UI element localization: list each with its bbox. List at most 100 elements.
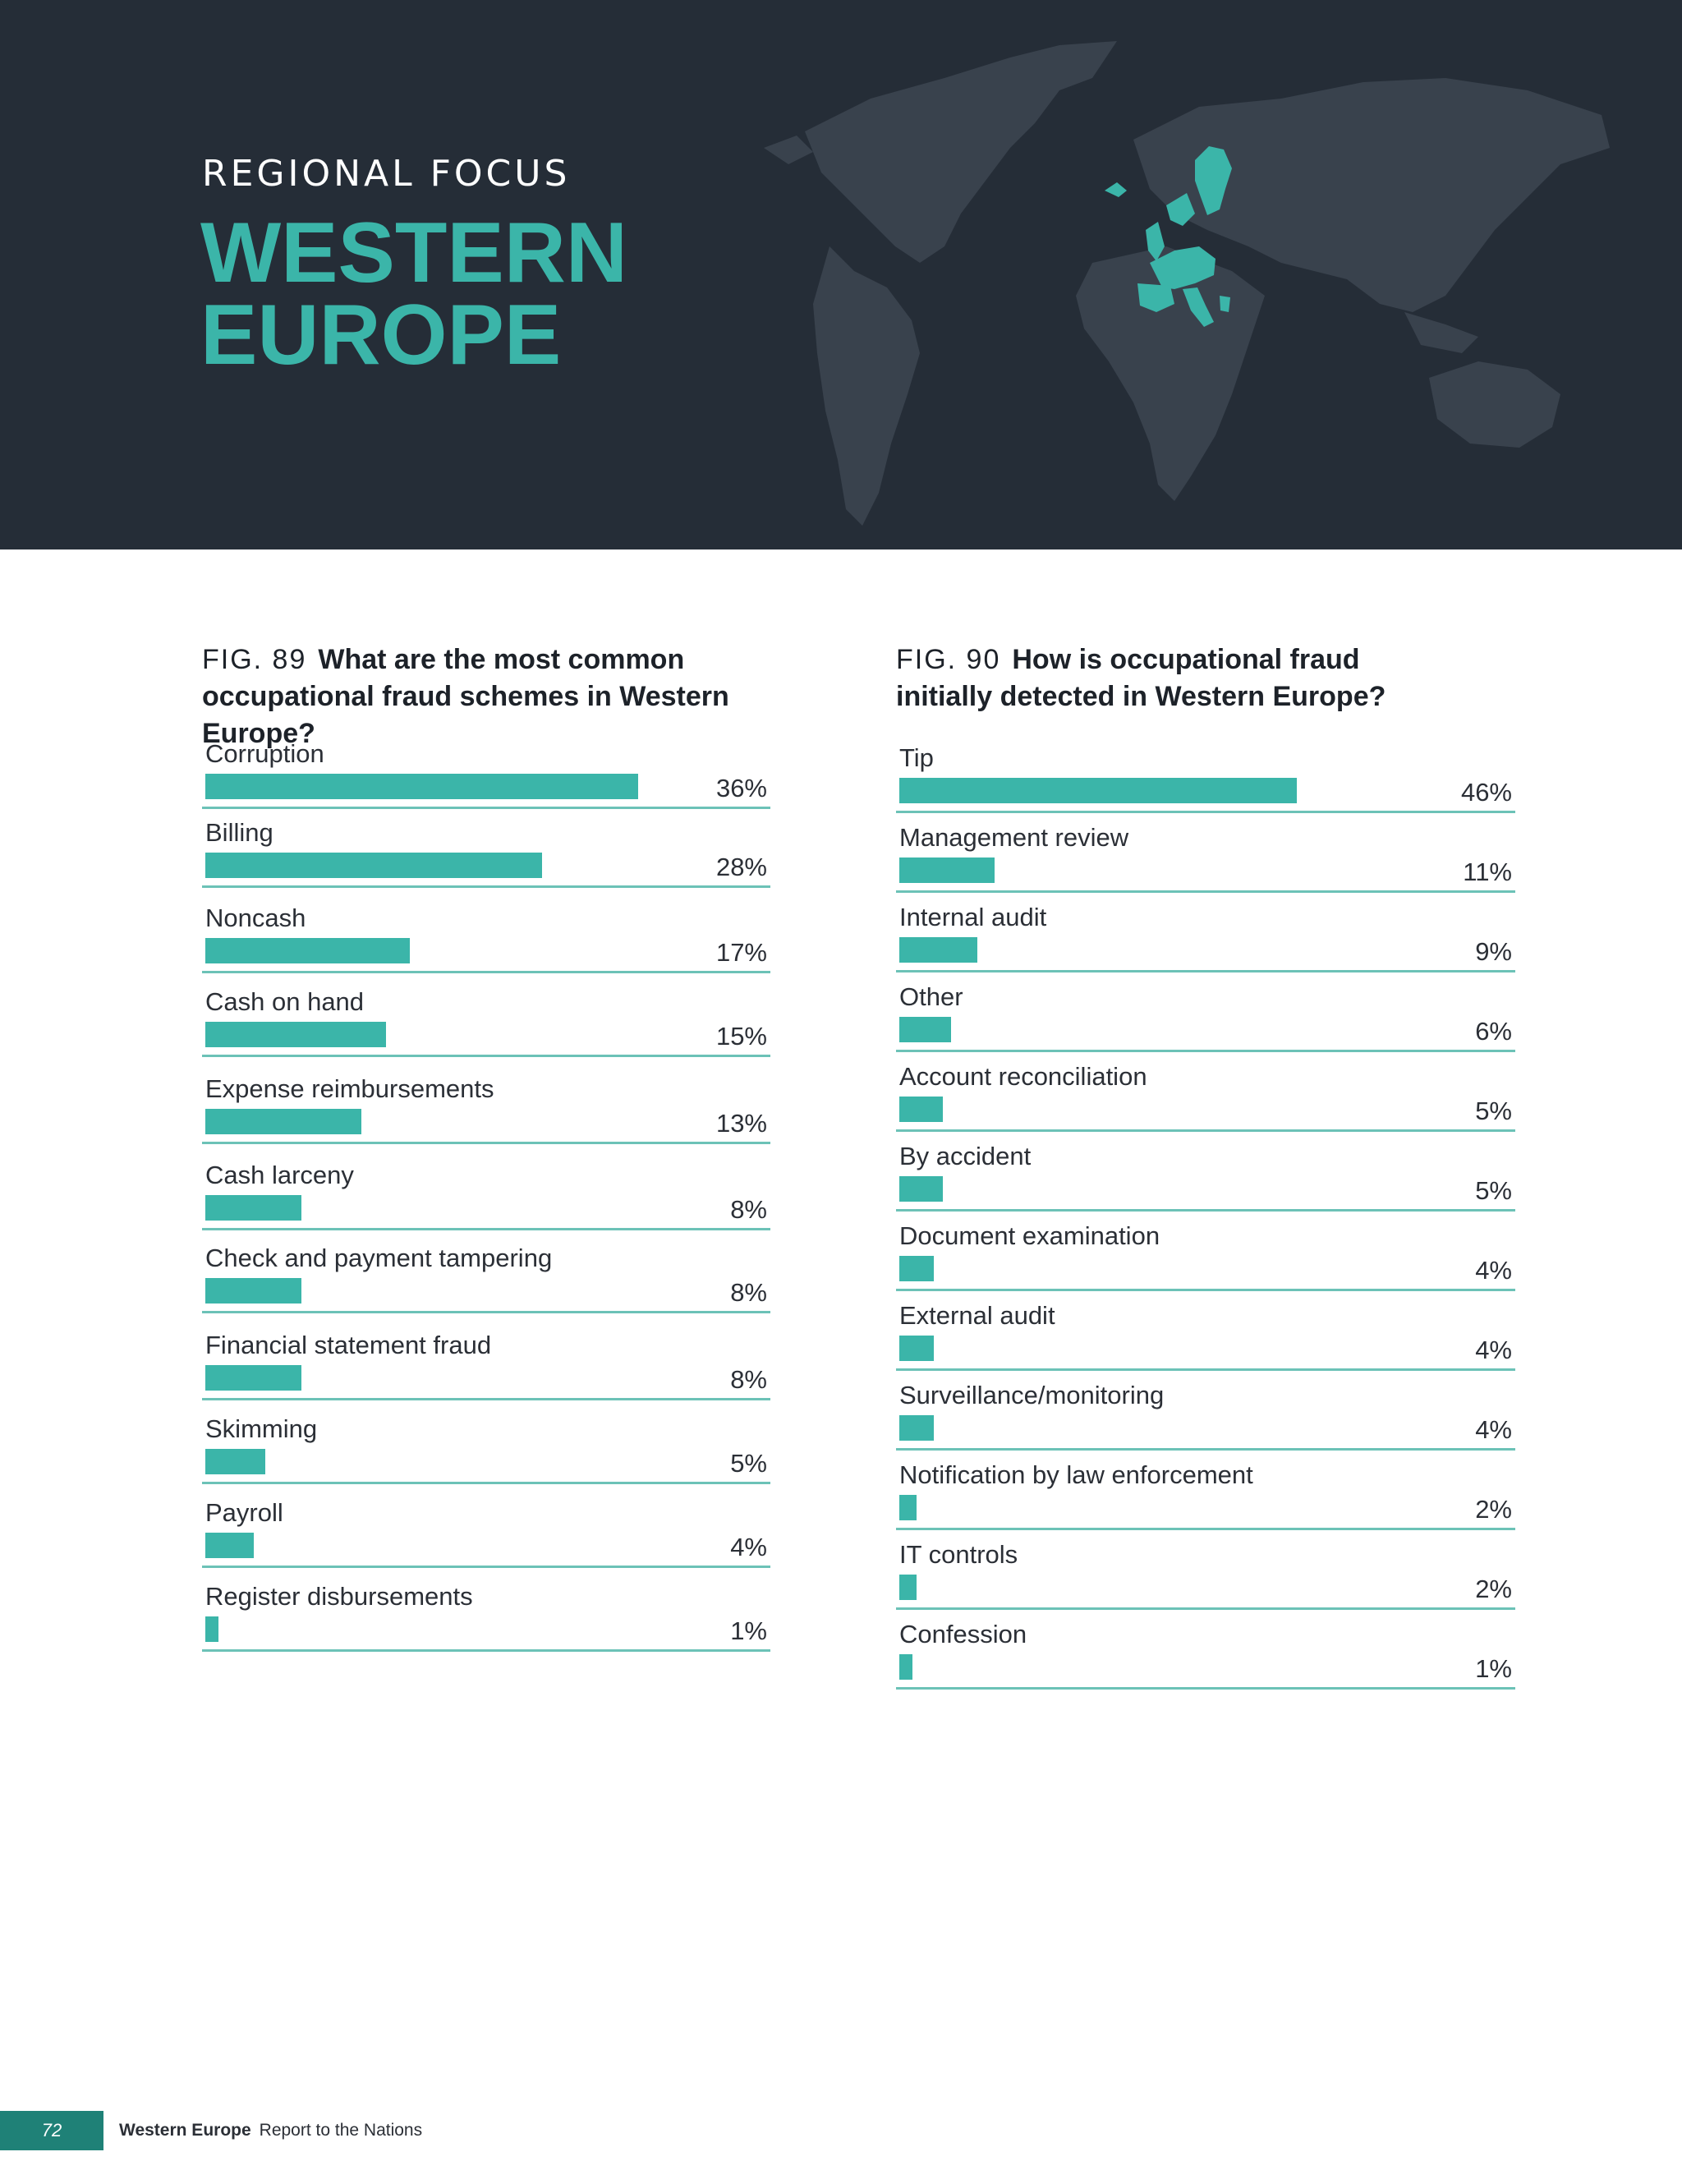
bar-category-label: Skimming [205, 1414, 318, 1443]
bar [205, 1022, 386, 1047]
bar-category-label: Surveillance/monitoring [899, 1381, 1165, 1409]
bar [899, 1575, 917, 1600]
bar [899, 1336, 935, 1361]
bar-baseline-rule [896, 1289, 1515, 1291]
bar-baseline-rule [202, 1482, 770, 1484]
bar-value-label: 2% [1475, 1575, 1512, 1603]
bar [899, 1097, 943, 1122]
bar-category-label: Payroll [205, 1498, 283, 1527]
bar-baseline-rule [202, 1649, 770, 1652]
bar-value-label: 4% [1475, 1256, 1512, 1285]
bar-value-label: 15% [715, 1022, 767, 1051]
bar-baseline-rule [896, 970, 1515, 972]
bar-value-label: 17% [715, 938, 767, 967]
bar-baseline-rule [202, 1142, 770, 1144]
bar-value-label: 1% [1475, 1654, 1512, 1683]
hero-banner: REGIONAL FOCUS WESTERN EUROPE [0, 0, 1682, 549]
bar-category-label: Notification by law enforcement [899, 1460, 1253, 1489]
fig-90-caption: FIG. 90 How is occupational fraud initial… [896, 641, 1422, 715]
region-title-line-1: WESTERN [200, 205, 627, 301]
bar-category-label: Internal audit [899, 903, 1047, 931]
bar-category-label: Account reconciliation [899, 1062, 1147, 1091]
fig-90-number: FIG. 90 [896, 644, 1001, 675]
bar [205, 1533, 254, 1558]
bar-baseline-rule [202, 1566, 770, 1568]
fig-89-number: FIG. 89 [202, 644, 307, 675]
bar [899, 1176, 943, 1202]
bar-category-label: Expense reimbursements [205, 1074, 494, 1103]
bar-value-label: 6% [1475, 1017, 1512, 1046]
bar-category-label: Other [899, 982, 963, 1011]
bar-baseline-rule [896, 1050, 1515, 1052]
fig-89-caption: FIG. 89 What are the most common occupati… [202, 641, 770, 752]
bar-baseline-rule [202, 971, 770, 973]
world-map [764, 41, 1610, 526]
bar-category-label: Noncash [205, 903, 306, 932]
bar-baseline-rule [202, 807, 770, 809]
bar [205, 853, 542, 878]
footer-section: Western Europe [119, 2121, 251, 2140]
bar-baseline-rule [896, 1129, 1515, 1132]
bar-category-label: Check and payment tampering [205, 1244, 553, 1272]
bar-value-label: 5% [730, 1449, 767, 1478]
bar [899, 1495, 917, 1520]
bar-category-label: Management review [899, 823, 1129, 852]
bar-baseline-rule [896, 890, 1515, 893]
bar [899, 1415, 935, 1441]
bar-baseline-rule [896, 1607, 1515, 1610]
bar-value-label: 28% [715, 853, 767, 881]
bar-baseline-rule [896, 811, 1515, 813]
bar [205, 1109, 362, 1134]
bar-value-label: 2% [1475, 1495, 1512, 1524]
bar [205, 1616, 218, 1642]
bar-value-label: 36% [715, 774, 767, 802]
bar-baseline-rule [896, 1528, 1515, 1530]
bar-value-label: 1% [730, 1616, 767, 1645]
bar-baseline-rule [202, 1311, 770, 1313]
bar-baseline-rule [202, 1055, 770, 1057]
bar-baseline-rule [896, 1448, 1515, 1451]
bar-value-label: 4% [1475, 1336, 1512, 1364]
bar-value-label: 5% [1475, 1097, 1512, 1125]
western-europe-highlight [1105, 146, 1232, 327]
fig-89-chart: FIG. 89 What are the most common occupati… [202, 641, 770, 1652]
bar-category-label: IT controls [899, 1540, 1018, 1569]
bar-baseline-rule [202, 1398, 770, 1400]
bar-baseline-rule [896, 1687, 1515, 1690]
fig-89-title: What are the most common occupational fr… [202, 644, 729, 749]
bar-value-label: 8% [730, 1278, 767, 1307]
bar [899, 937, 977, 963]
bar-value-label: 11% [1463, 858, 1512, 886]
section-kicker: REGIONAL FOCUS [202, 153, 571, 195]
bar-category-label: Confession [899, 1620, 1027, 1648]
bar-category-label: Corruption [205, 739, 324, 768]
bar-category-label: Billing [205, 818, 273, 847]
bar-category-label: Register disbursements [205, 1582, 473, 1611]
bar-baseline-rule [896, 1368, 1515, 1371]
region-title: WESTERN EUROPE [200, 205, 627, 383]
region-title-line-2: EUROPE [200, 287, 562, 383]
fig-90-title: How is occupational fraud initially dete… [896, 644, 1386, 712]
bar [205, 938, 410, 963]
bar [205, 1195, 302, 1221]
bar [205, 1278, 302, 1304]
bar [899, 778, 1298, 803]
bar-category-label: Cash on hand [205, 987, 365, 1016]
bar [205, 1365, 302, 1391]
bar-baseline-rule [202, 885, 770, 888]
fig-90-chart: FIG. 90 How is occupational fraud initial… [896, 641, 1515, 1690]
bar-value-label: 9% [1475, 937, 1512, 966]
bar-category-label: External audit [899, 1301, 1055, 1330]
page-number: 72 [0, 2111, 103, 2150]
bar-value-label: 4% [1475, 1415, 1512, 1444]
bar-value-label: 8% [730, 1195, 767, 1224]
bar-category-label: Financial statement fraud [205, 1331, 492, 1359]
bar-category-label: Document examination [899, 1221, 1160, 1250]
bar [899, 858, 995, 883]
bar-value-label: 5% [1475, 1176, 1512, 1205]
bar-baseline-rule [896, 1209, 1515, 1212]
bar-category-label: Cash larceny [205, 1161, 354, 1189]
bar [899, 1017, 952, 1042]
bar [205, 774, 638, 799]
bar-value-label: 13% [715, 1109, 767, 1138]
